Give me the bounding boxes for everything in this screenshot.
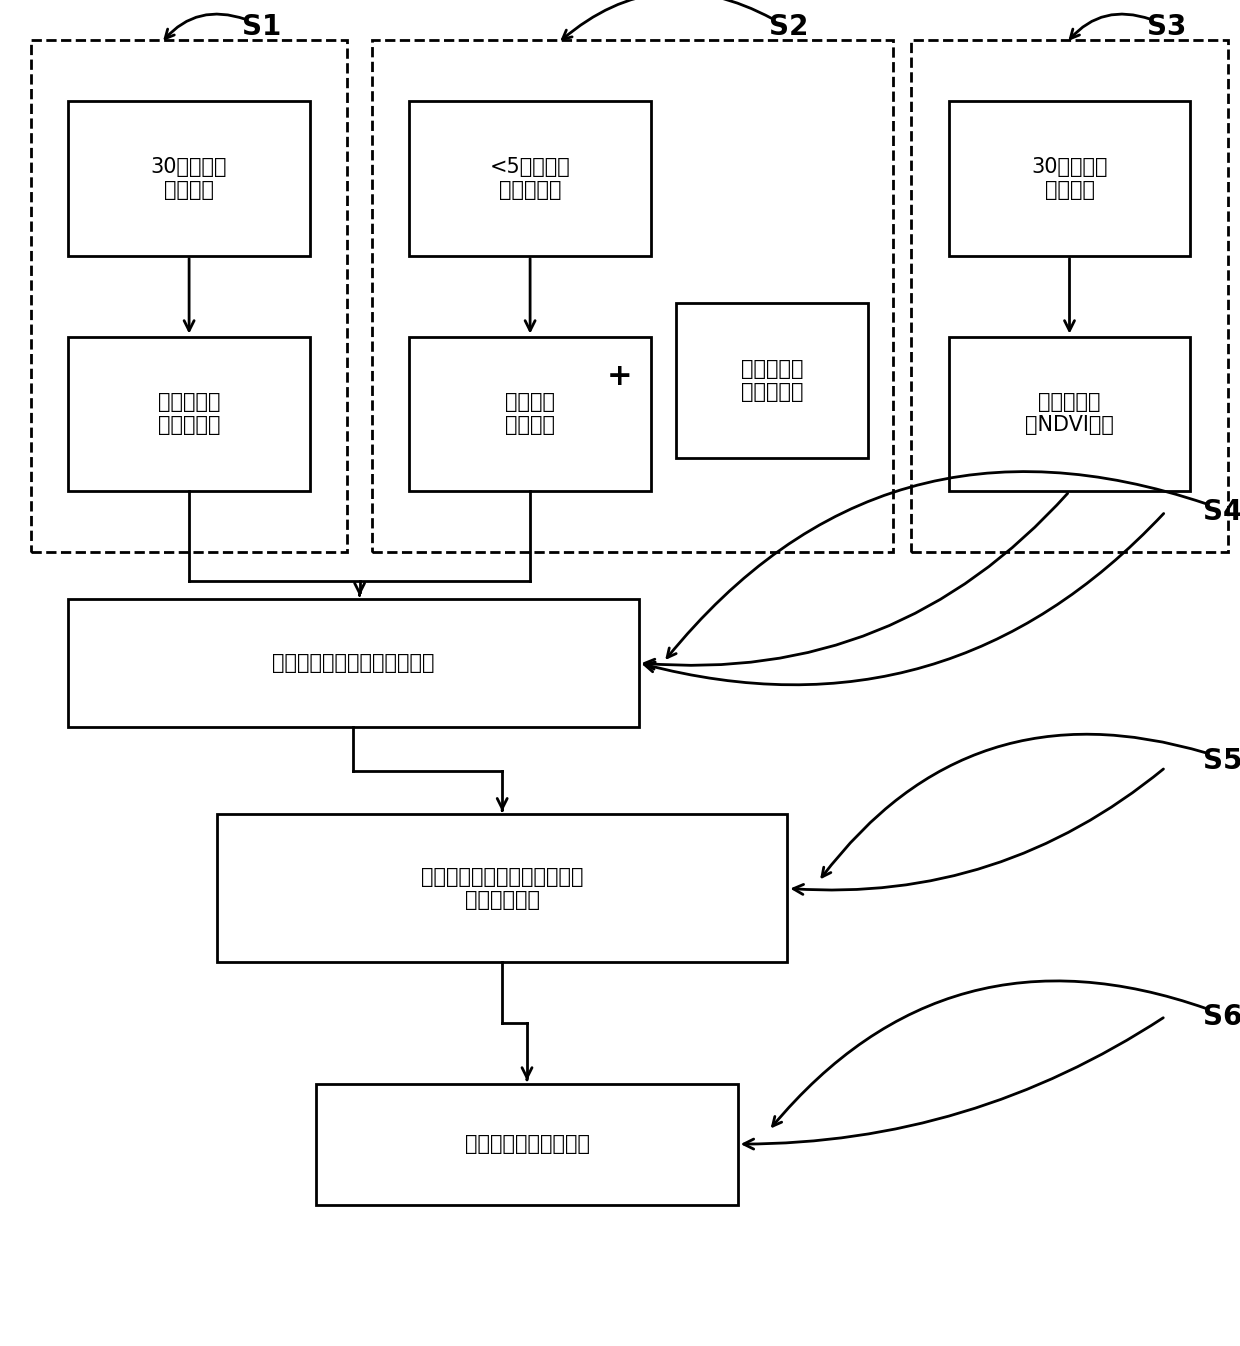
Bar <box>911 40 1228 552</box>
Bar <box>68 336 310 491</box>
Text: S3: S3 <box>1147 13 1187 42</box>
Text: 30米分辨率
遥感影像: 30米分辨率 遥感影像 <box>1032 156 1107 201</box>
Bar <box>949 101 1190 256</box>
Text: <5米高分辨
率遥感影像: <5米高分辨 率遥感影像 <box>490 156 570 201</box>
Text: +: + <box>608 362 632 392</box>
Bar <box>316 1084 738 1205</box>
Text: S4: S4 <box>1203 498 1240 526</box>
Text: S2: S2 <box>769 13 808 42</box>
Bar <box>372 40 893 552</box>
Text: S5: S5 <box>1203 747 1240 775</box>
Text: 林草植被盖度数据验证: 林草植被盖度数据验证 <box>465 1135 589 1154</box>
Bar <box>409 336 651 491</box>
Text: S6: S6 <box>1203 1003 1240 1031</box>
Bar <box>217 814 787 962</box>
Text: 30米分辨率
遥感影像: 30米分辨率 遥感影像 <box>151 156 227 201</box>
Text: 不同时期林草植被分布和面积: 不同时期林草植被分布和面积 <box>272 653 435 673</box>
Text: 不同时期土
石山区数据: 不同时期土 石山区数据 <box>740 358 804 402</box>
Text: 黄土高原水土流失区不同时期
林草植被盖度: 黄土高原水土流失区不同时期 林草植被盖度 <box>420 867 584 910</box>
Text: 不同时期植
被NDVI数据: 不同时期植 被NDVI数据 <box>1025 392 1114 436</box>
Bar <box>31 40 347 552</box>
Text: 不同时期土
地利用数据: 不同时期土 地利用数据 <box>157 392 221 436</box>
Bar <box>68 599 639 727</box>
Text: 不同时期
梯田数据: 不同时期 梯田数据 <box>505 392 556 436</box>
Bar <box>949 336 1190 491</box>
Bar <box>676 303 868 458</box>
Text: S1: S1 <box>242 13 281 42</box>
Bar <box>409 101 651 256</box>
Bar <box>68 101 310 256</box>
